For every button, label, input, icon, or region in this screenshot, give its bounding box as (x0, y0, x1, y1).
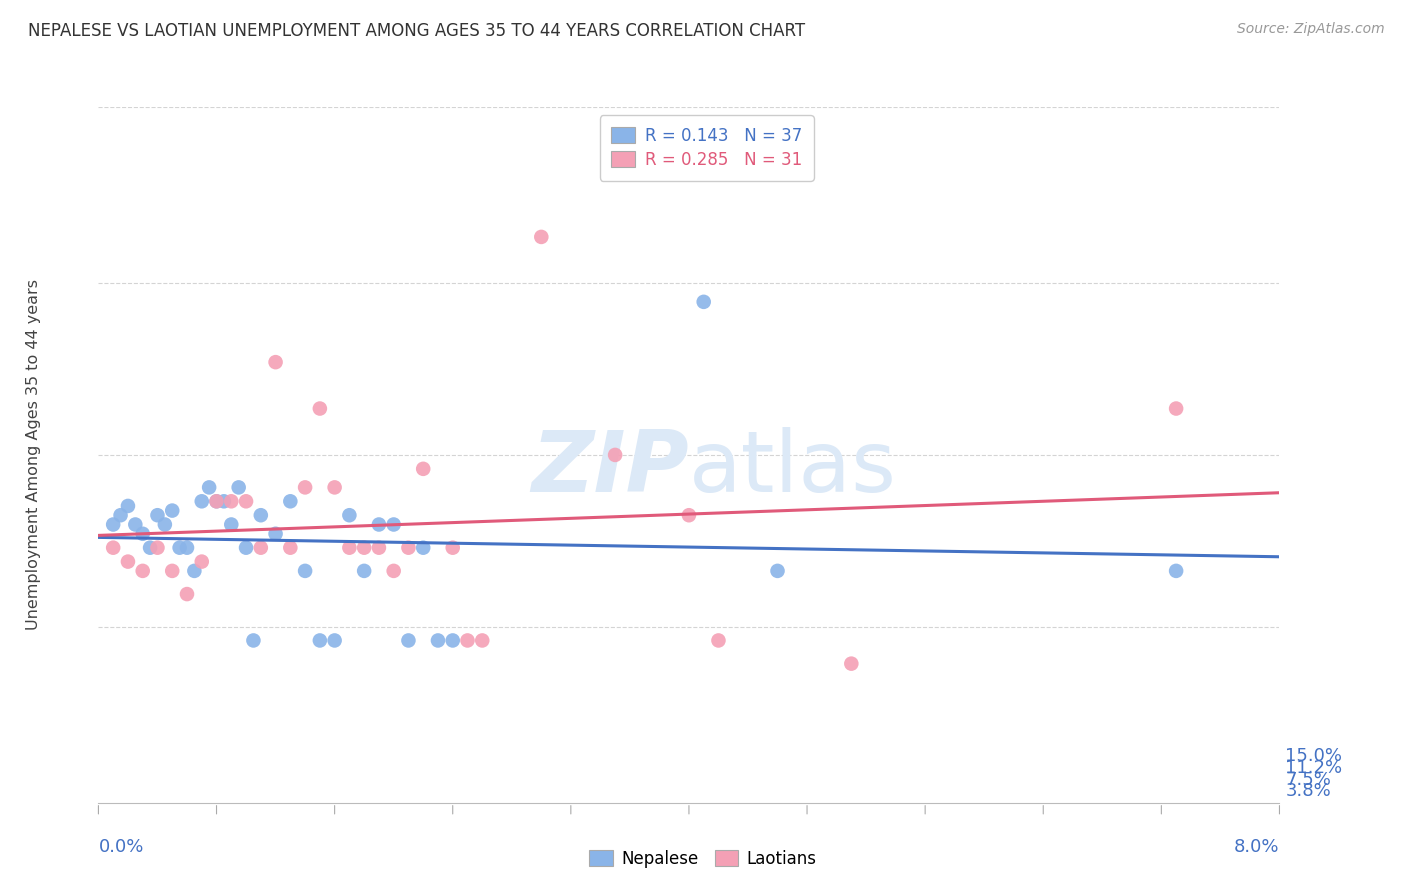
Text: Source: ZipAtlas.com: Source: ZipAtlas.com (1237, 22, 1385, 37)
Text: 7.5%: 7.5% (1285, 771, 1331, 789)
Point (146, 541, 169, 555)
Point (212, 494, 235, 508)
Point (183, 564, 205, 578)
Point (412, 541, 434, 555)
Point (198, 480, 221, 494)
Point (250, 541, 273, 555)
Point (605, 448, 627, 462)
Text: 3.8%: 3.8% (1285, 782, 1331, 800)
Point (176, 587, 198, 601)
Point (139, 541, 162, 555)
Point (441, 541, 464, 555)
Point (103, 517, 125, 532)
Point (323, 480, 346, 494)
Point (250, 508, 273, 523)
Point (471, 633, 494, 648)
Point (278, 541, 301, 555)
Point (190, 555, 214, 569)
Text: 8.0%: 8.0% (1234, 838, 1279, 855)
Point (707, 633, 730, 648)
Point (337, 508, 360, 523)
Point (132, 564, 155, 578)
Point (766, 564, 789, 578)
Point (441, 633, 464, 648)
Point (323, 633, 346, 648)
Point (162, 564, 183, 578)
Text: atlas: atlas (689, 427, 897, 510)
Point (530, 230, 553, 244)
Point (353, 541, 375, 555)
Point (308, 401, 332, 416)
Point (228, 480, 250, 494)
Point (692, 294, 714, 309)
Legend: Nepalese, Laotians: Nepalese, Laotians (582, 844, 824, 875)
Point (242, 633, 264, 648)
Point (205, 494, 228, 508)
Point (382, 564, 405, 578)
Point (396, 541, 419, 555)
Text: 15.0%: 15.0% (1285, 747, 1343, 765)
Point (367, 517, 389, 532)
Point (278, 494, 301, 508)
Point (1164, 564, 1187, 578)
Point (176, 541, 198, 555)
Point (132, 526, 155, 541)
Point (124, 517, 146, 532)
Point (396, 633, 419, 648)
Point (308, 633, 332, 648)
Point (839, 657, 862, 671)
Point (103, 541, 125, 555)
Point (412, 462, 434, 476)
Point (153, 517, 176, 532)
Text: 0.0%: 0.0% (98, 838, 143, 855)
Point (117, 555, 139, 569)
Text: 11.2%: 11.2% (1285, 759, 1343, 777)
Point (294, 480, 316, 494)
Point (205, 494, 228, 508)
Point (367, 541, 389, 555)
Point (190, 494, 214, 508)
Point (219, 494, 242, 508)
Text: NEPALESE VS LAOTIAN UNEMPLOYMENT AMONG AGES 35 TO 44 YEARS CORRELATION CHART: NEPALESE VS LAOTIAN UNEMPLOYMENT AMONG A… (28, 22, 806, 40)
Point (426, 633, 449, 648)
Text: Unemployment Among Ages 35 to 44 years: Unemployment Among Ages 35 to 44 years (25, 279, 41, 631)
Point (294, 564, 316, 578)
Point (264, 355, 287, 369)
Point (1164, 401, 1187, 416)
Point (162, 503, 183, 517)
Point (169, 541, 191, 555)
Point (235, 494, 257, 508)
Point (146, 508, 169, 523)
Point (110, 508, 132, 523)
Point (264, 526, 287, 541)
Point (382, 517, 405, 532)
Point (353, 564, 375, 578)
Point (235, 541, 257, 555)
Point (337, 541, 360, 555)
Point (219, 517, 242, 532)
Point (456, 633, 478, 648)
Legend: R = 0.143   N = 37, R = 0.285   N = 31: R = 0.143 N = 37, R = 0.285 N = 31 (600, 115, 814, 180)
Text: ZIP: ZIP (531, 427, 689, 510)
Point (117, 499, 139, 513)
Point (678, 508, 700, 523)
